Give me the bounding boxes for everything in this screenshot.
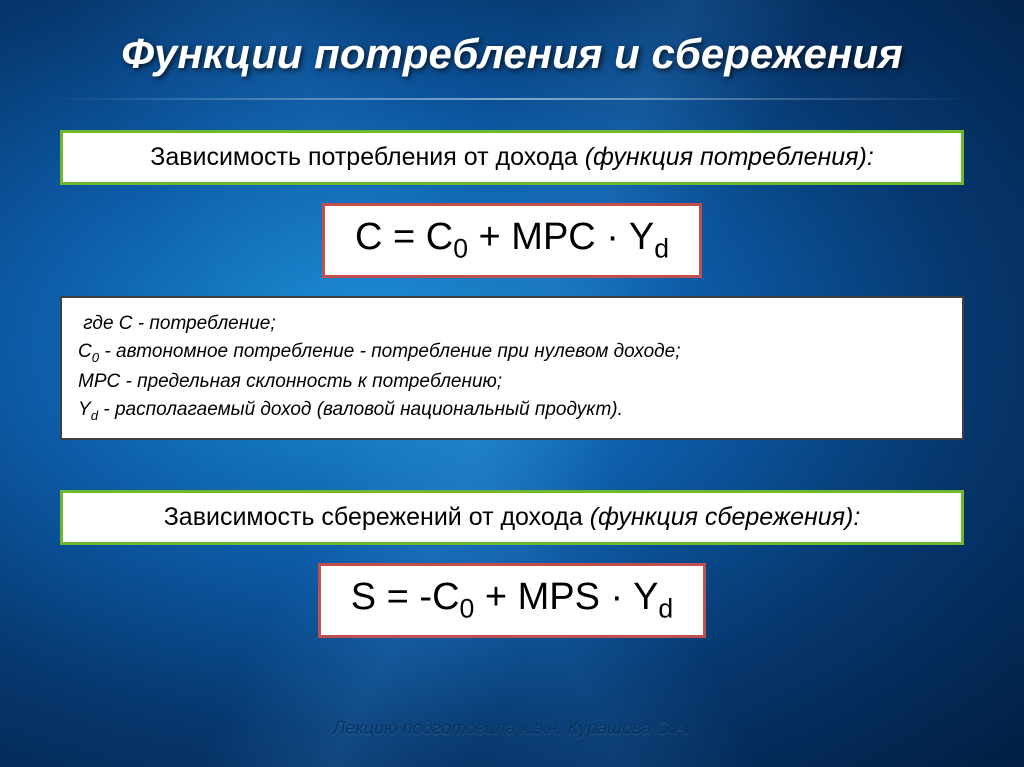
formula2-box: S = -C0 + MPS · Yd <box>318 563 706 638</box>
footer-credit: Лекцию подготовила к.э.н. Курашова С.А. <box>50 718 974 747</box>
definitions-box: где C - потребление;C0 - автономное потр… <box>60 296 964 440</box>
formula2-wrap: S = -C0 + MPS · Yd <box>50 545 974 656</box>
section2-heading-italic: (функция сбережения): <box>590 503 861 531</box>
slide-title: Функции потребления и сбережения <box>50 30 974 78</box>
section1-heading-box: Зависимость потребления от дохода (функц… <box>60 130 964 185</box>
formula1-wrap: C = C0 + MPC · Yd <box>50 185 974 296</box>
section2-heading-prefix: Зависимость сбережений от дохода <box>164 503 590 531</box>
section2-heading-box: Зависимость сбережений от дохода (функци… <box>60 490 964 545</box>
section1-heading-prefix: Зависимость потребления от дохода <box>150 143 585 171</box>
formula1-box: C = C0 + MPC · Yd <box>322 203 702 278</box>
slide: Функции потребления и сбережения Зависим… <box>0 0 1024 767</box>
title-underline <box>50 98 974 100</box>
section1-heading-italic: (функция потребления): <box>585 143 874 171</box>
